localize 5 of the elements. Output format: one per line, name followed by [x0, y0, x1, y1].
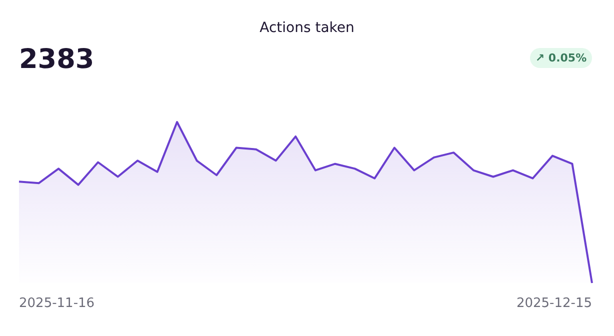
text: ↗ 0.05%	[535, 52, 587, 64]
text: 2025-11-16	[19, 296, 95, 311]
text: 2025-12-15	[516, 296, 592, 311]
chart-title: Actions taken	[260, 20, 354, 36]
text: 2383	[19, 44, 94, 75]
